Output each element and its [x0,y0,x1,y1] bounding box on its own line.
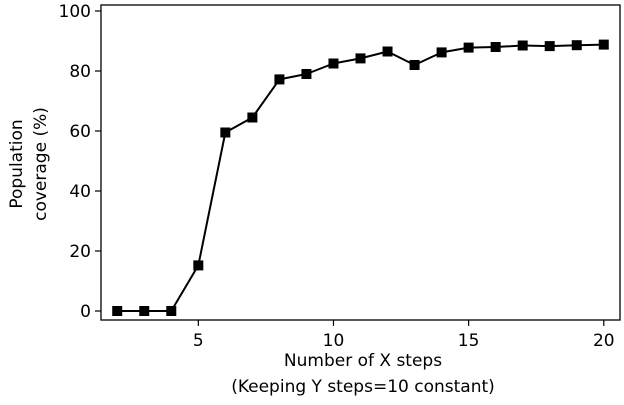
data-point-marker [166,306,177,316]
data-point-marker [193,260,204,271]
data-point-marker [436,47,447,58]
y-tick-label: 40 [69,182,91,202]
data-point-marker [409,60,420,70]
data-point-marker [463,42,474,53]
y-tick-label: 0 [80,302,91,322]
y-axis-label: Population coverage (%) [7,107,51,221]
x-tick-label: 5 [193,331,204,351]
x-tick-label: 10 [323,331,345,351]
y-tick-label: 80 [69,62,91,82]
data-point-marker [247,112,258,123]
data-point-marker [328,58,339,69]
data-point-marker [112,306,123,316]
x-tick-label: 15 [458,331,480,351]
y-tick-label: 60 [69,122,91,142]
data-point-marker [517,40,528,51]
y-tick-label: 100 [59,2,91,22]
x-axis-label-line1: Number of X steps [284,351,442,371]
data-point-marker [571,40,582,51]
data-point-marker [355,53,366,64]
data-point-marker [598,39,609,50]
plot-frame [100,4,621,321]
data-point-marker [274,74,285,85]
x-tick-label: 20 [593,331,615,351]
data-point-marker [490,42,501,52]
y-tick-label: 20 [69,242,91,262]
data-point-marker [382,46,393,57]
data-point-marker [301,69,312,79]
x-axis-label-line2: (Keeping Y steps=10 constant) [231,377,495,397]
y-axis-label-line1: Population [7,119,27,208]
data-point-marker [139,306,150,316]
x-axis-label: Number of X steps (Keeping Y steps=10 co… [231,351,495,397]
data-point-marker [544,41,555,52]
series-line [117,43,604,312]
data-point-marker [220,127,231,138]
y-axis-label-line2: coverage (%) [31,107,51,221]
